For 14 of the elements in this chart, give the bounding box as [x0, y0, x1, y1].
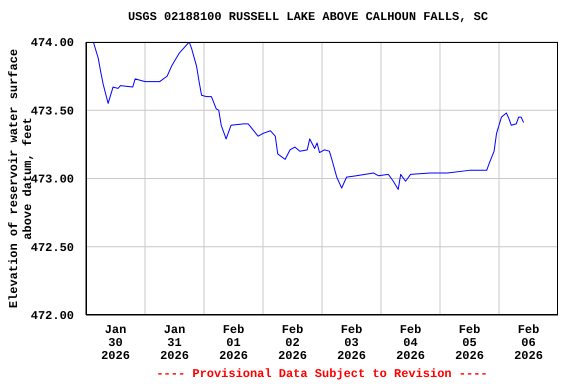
y-tick-label: 473.00 — [30, 172, 74, 186]
y-tick-label: 473.50 — [30, 104, 74, 118]
x-tick-label: Feb 01 2026 — [219, 323, 248, 363]
chart-title: USGS 02188100 RUSSELL LAKE ABOVE CALHOUN FALLS, SC — [126, 10, 490, 24]
x-tick-label: Feb 03 2026 — [337, 323, 366, 363]
x-tick-label: Feb 06 2026 — [514, 323, 543, 363]
x-tick-label: Jan 31 2026 — [160, 323, 189, 363]
y-tick-label: 472.00 — [30, 309, 74, 323]
x-tick-label: Jan 30 2026 — [101, 323, 130, 363]
y-tick-label: 474.00 — [30, 36, 74, 50]
x-tick-label: Feb 02 2026 — [278, 323, 307, 363]
x-tick-label: Feb 05 2026 — [455, 323, 484, 363]
text: ---- Provisional Data Subject to Revision ---- — [155, 367, 489, 381]
x-tick-label: Feb 04 2026 — [396, 323, 425, 363]
